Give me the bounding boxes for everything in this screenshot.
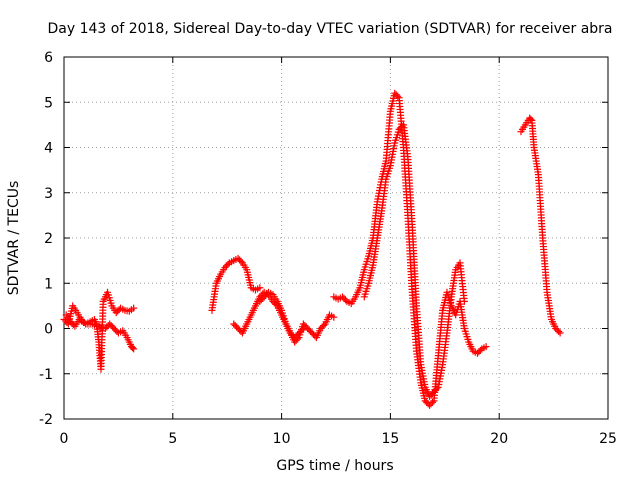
data-point [320,321,328,329]
y-axis-label: SDTVAR / TECUs [6,181,22,296]
chart-title: Day 143 of 2018, Sidereal Day-to-day VTE… [47,21,612,37]
x-tick-label: 20 [490,431,508,447]
x-tick-label: 10 [273,431,291,447]
series-sat-h [517,114,564,337]
x-tick-label: 25 [599,431,617,447]
data-point [129,344,137,352]
data-point [224,260,232,268]
y-tick-label: 2 [44,231,53,247]
plot-frame [63,56,609,420]
data-point [555,328,563,336]
data-point [428,398,436,406]
series-sat-d [230,288,307,342]
x-axis-label: GPS time / hours [276,458,393,474]
x-tick-label: 5 [168,431,177,447]
data-point [130,304,138,312]
y-tick-label: 3 [44,186,53,202]
data-point [394,92,402,100]
data-point [527,115,535,123]
series-sat-g [360,121,468,400]
y-tick-label: 6 [44,50,53,66]
tick-labels: 0 5 10 15 20 25 -2 -1 0 1 2 3 4 5 6 [39,50,617,447]
y-tick-label: 0 [44,322,53,338]
x-tick-label: 15 [381,431,399,447]
y-tick-label: -2 [39,412,53,428]
data-point [130,345,138,353]
data-point [482,343,490,351]
data-point [256,284,264,292]
data-point [237,257,245,265]
data-point [294,335,302,343]
data-point [341,296,349,304]
data-point [460,297,468,305]
data-point [556,329,564,337]
grid [64,57,608,419]
x-tick-label: 0 [60,431,69,447]
y-tick-label: 5 [44,95,53,111]
series-sat-f [330,89,490,409]
series-sat-c [208,254,264,314]
data-point [433,385,441,393]
data-marks [60,89,564,409]
data-point [330,313,338,321]
data-point [476,346,484,354]
y-tick-label: 4 [44,141,53,157]
y-tick-label: 1 [44,276,53,292]
series-sat-e [256,288,338,346]
series-sat-b [62,311,138,353]
y-tick-label: -1 [39,367,53,383]
